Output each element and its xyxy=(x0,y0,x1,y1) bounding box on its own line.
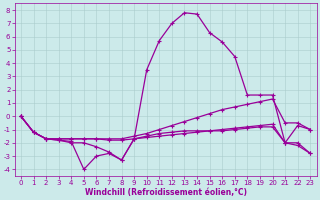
X-axis label: Windchill (Refroidissement éolien,°C): Windchill (Refroidissement éolien,°C) xyxy=(84,188,247,197)
